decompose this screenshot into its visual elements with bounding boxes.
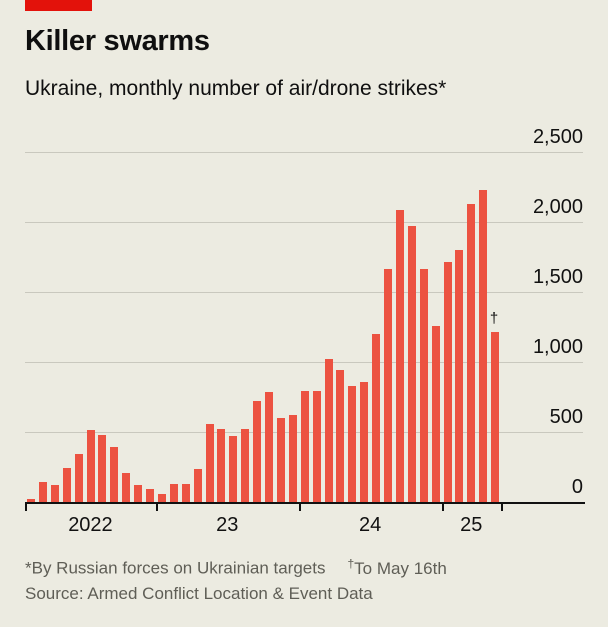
- bar-feb-2023: [169, 483, 178, 502]
- y-axis-label-2000: 2,000: [532, 196, 583, 218]
- x-axis-label-23: 23: [216, 514, 239, 536]
- bar-mar-2025: [467, 203, 476, 502]
- x-axis-tick-3: [441, 504, 444, 511]
- bar-may-2025: [491, 331, 500, 502]
- gridline-1000: [25, 362, 583, 363]
- bar-jul-2022: [86, 429, 95, 502]
- bar-dec-2024: [431, 326, 440, 502]
- gridline-1500: [25, 292, 583, 293]
- bar-sep-2022: [110, 446, 119, 502]
- bar-jan-2025: [443, 261, 452, 502]
- bar-mar-2024: [324, 358, 333, 502]
- x-axis-tick-0: [25, 504, 27, 511]
- bar-oct-2024: [407, 226, 416, 502]
- bar-jan-2023: [157, 494, 166, 502]
- bar-dec-2022: [146, 488, 154, 502]
- footnotes: *By Russian forces on Ukrainian targets †…: [25, 556, 447, 579]
- x-axis-label-25: 25: [460, 514, 483, 536]
- brand-red-tab: [25, 0, 92, 11]
- dagger-annotation-icon: †: [489, 309, 499, 327]
- bar-oct-2022: [122, 472, 131, 502]
- bar-jan-2024: [300, 391, 309, 502]
- bar-apr-2024: [336, 369, 345, 502]
- bar-sep-2024: [395, 210, 404, 502]
- bar-aug-2023: [241, 429, 250, 502]
- bar-nov-2024: [419, 268, 428, 502]
- plot-area: 0 500 1,000 1,500 2,000 2,500 2022 23 24 25 †: [25, 127, 585, 536]
- dagger-icon: †: [347, 556, 355, 570]
- bar-jun-2022: [74, 454, 83, 502]
- bar-sep-2023: [253, 400, 262, 502]
- bar-nov-2022: [134, 484, 143, 502]
- bar-nov-2023: [276, 418, 285, 502]
- bar-may-2023: [205, 423, 214, 502]
- bar-aug-2022: [98, 434, 107, 502]
- y-axis-label-1500: 1,500: [532, 266, 583, 288]
- bar-mar-2023: [181, 483, 190, 502]
- source-line: Source: Armed Conflict Location & Event …: [25, 584, 373, 603]
- chart-subtitle: Ukraine, monthly number of air/drone str…: [25, 77, 447, 100]
- bar-may-2022: [62, 468, 71, 502]
- bar-jun-2023: [217, 428, 226, 502]
- bar-apr-2025: [479, 189, 488, 502]
- footnote-dagger: †To May 16th: [347, 556, 447, 578]
- bar-jun-2024: [360, 382, 369, 502]
- bar-jul-2024: [372, 334, 381, 502]
- x-axis-label-2022: 2022: [68, 514, 113, 536]
- bar-dec-2023: [288, 415, 297, 502]
- y-axis-label-1000: 1,000: [532, 336, 583, 358]
- gridline-2500: [25, 152, 583, 153]
- gridline-2000: [25, 222, 583, 223]
- y-axis-label-0: 0: [571, 476, 583, 498]
- y-axis-label-500: 500: [549, 406, 583, 428]
- x-axis-baseline: [25, 502, 585, 504]
- x-axis-label-24: 24: [358, 514, 382, 536]
- x-axis-tick-2: [298, 504, 301, 511]
- bar-may-2024: [348, 385, 357, 502]
- bar-jul-2023: [229, 436, 238, 502]
- y-axis-label-2500: 2,500: [532, 126, 583, 148]
- bar-apr-2023: [193, 469, 202, 502]
- bar-feb-2022: [27, 499, 35, 502]
- bar-mar-2022: [38, 481, 47, 502]
- x-axis-tick-1: [155, 504, 158, 511]
- footnote-asterisk: *By Russian forces on Ukrainian targets: [25, 558, 326, 578]
- bar-oct-2023: [265, 392, 273, 502]
- bar-feb-2024: [312, 391, 321, 502]
- bar-aug-2024: [384, 268, 392, 502]
- bar-feb-2025: [455, 250, 464, 502]
- x-axis-tick-4: [501, 504, 503, 511]
- bar-apr-2022: [50, 485, 59, 502]
- page-title: Killer swarms: [25, 25, 210, 57]
